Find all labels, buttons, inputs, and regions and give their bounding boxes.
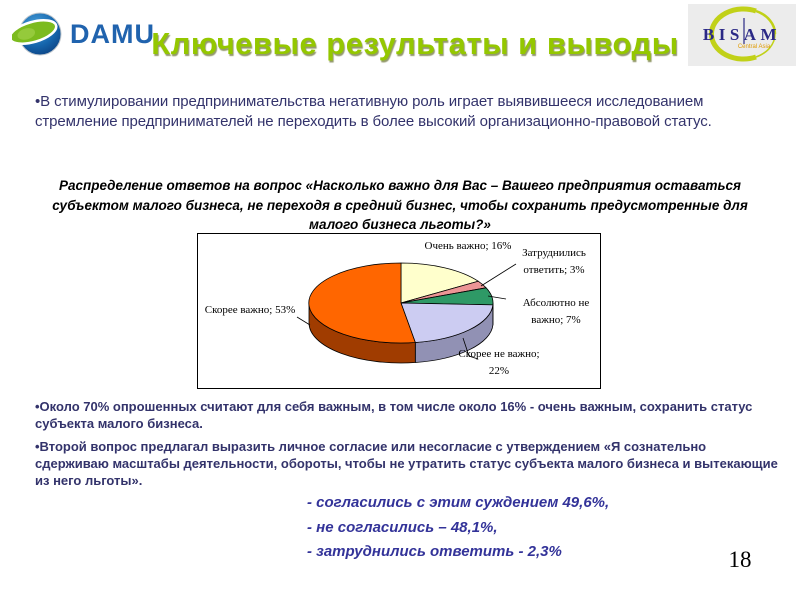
intro-bullet-text: •В стимулировании предпринимательства не…: [35, 93, 712, 130]
findings-block: •Около 70% опрошенных считают для себя в…: [35, 399, 783, 496]
conclusion-line-2: - не согласились – 48,1%,: [307, 518, 498, 536]
pie-chart-canvas: [296, 262, 517, 364]
page-number: 18: [728, 547, 752, 572]
pie-chart: Очень важно; 16% Затруднились ответить; 3…: [197, 233, 601, 389]
conclusion-line-1: - согласились с этим суждением 49,6%,: [307, 494, 610, 511]
bisam-logo-subtitle: Central Asia: [738, 44, 771, 50]
pie-slice-label: Затруднились ответить; 3%: [522, 247, 586, 277]
pie-label-leader-line: [487, 295, 507, 300]
pie-slice: [400, 302, 494, 343]
pie-slice: [400, 262, 479, 304]
finding-bullet-1: •Около 70% опрошенных считают для себя в…: [35, 399, 753, 431]
pie-slice-label: Скорее важно; 53%: [204, 304, 296, 316]
chart-title: Распределение ответов на вопрос «Насколь…: [52, 178, 748, 233]
pie-label-leader-line: [480, 263, 517, 287]
bisam-logo: BISAM Central Asia: [688, 4, 796, 66]
pie-slice-label: Очень важно; 16%: [424, 240, 512, 252]
conclusion-line-3: - затруднились ответить - 2,3%: [307, 543, 562, 560]
finding-bullet-2: •Второй вопрос предлагал выразить личное…: [35, 439, 778, 488]
pie-label-leader-line: [462, 337, 479, 360]
damu-logo: DAMU: [12, 8, 155, 60]
page-title: Ключевые результаты и выводы: [151, 26, 679, 61]
bisam-crescent-icon: BISAM Central Asia: [703, 6, 781, 62]
pie-slice-label: Абсолютно не важно; 7%: [522, 297, 590, 327]
bisam-logo-text: BISAM: [703, 25, 781, 44]
damu-logo-text: DAMU: [70, 18, 155, 49]
pie-slice: [308, 262, 416, 344]
pie-label-leader-line: [296, 316, 311, 326]
conclusions-block: - согласились с этим суждением 49,6%, - …: [307, 492, 609, 566]
damu-globe-icon: [12, 12, 62, 56]
pie-slice-label: Скорее не важно; 22%: [458, 348, 540, 378]
